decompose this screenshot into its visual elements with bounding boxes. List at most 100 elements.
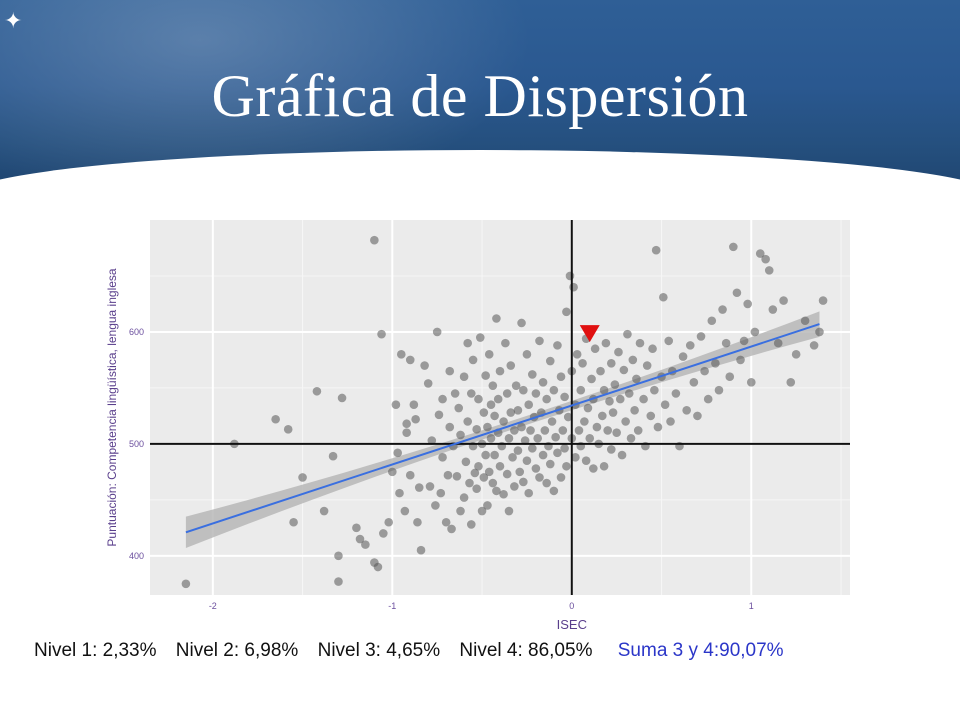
data-point <box>596 366 605 376</box>
data-point <box>589 464 598 473</box>
data-point <box>416 545 426 555</box>
star-icon: ✦ <box>4 8 23 33</box>
data-point <box>538 450 548 460</box>
data-point <box>540 426 550 435</box>
data-point <box>405 355 415 365</box>
data-point <box>628 355 638 365</box>
data-point <box>377 329 386 339</box>
data-point <box>571 453 580 462</box>
data-point <box>693 411 702 421</box>
data-point <box>520 436 530 445</box>
data-point <box>563 412 573 422</box>
data-point <box>271 414 280 424</box>
x-tick-label: -1 <box>388 601 396 611</box>
data-point <box>409 400 419 410</box>
data-point <box>624 389 634 398</box>
data-point <box>800 316 810 326</box>
data-point <box>651 245 661 255</box>
data-point <box>524 400 534 410</box>
data-point <box>502 469 512 479</box>
data-point <box>685 341 695 350</box>
data-point <box>562 461 571 471</box>
data-point <box>572 350 582 359</box>
data-point <box>732 288 742 298</box>
data-point <box>466 389 476 398</box>
data-point <box>411 414 420 424</box>
data-point <box>334 551 343 561</box>
data-point <box>682 405 691 415</box>
data-point <box>438 394 447 404</box>
data-point <box>475 333 485 342</box>
data-point <box>809 341 819 350</box>
x-tick-label: 0 <box>569 601 574 611</box>
data-point <box>725 372 735 382</box>
data-point <box>456 506 465 516</box>
data-point <box>504 433 514 443</box>
slide-title: Gráfica de Dispersión <box>211 63 749 129</box>
data-point <box>565 271 575 281</box>
data-point <box>334 577 343 586</box>
data-point <box>493 394 503 404</box>
data-point <box>289 517 298 527</box>
data-point <box>632 374 641 384</box>
y-tick-label: 500 <box>129 439 144 449</box>
data-point <box>468 355 478 365</box>
data-point <box>626 433 636 443</box>
data-point <box>578 358 587 368</box>
data-point <box>504 506 514 516</box>
data-point <box>298 473 307 482</box>
data-point <box>547 417 557 426</box>
data-point <box>633 426 643 435</box>
data-point <box>436 488 446 498</box>
x-tick-label: -2 <box>209 601 217 611</box>
highlight-marker <box>579 325 600 343</box>
x-tick-label: 1 <box>749 601 754 611</box>
data-point <box>761 254 770 264</box>
data-point <box>477 506 487 516</box>
data-point <box>581 456 591 465</box>
data-point <box>391 400 401 410</box>
data-point <box>432 327 442 337</box>
data-point <box>601 338 611 348</box>
data-point <box>528 370 537 379</box>
data-point <box>610 380 620 389</box>
data-point <box>492 314 501 323</box>
data-point <box>522 456 532 465</box>
data-point <box>560 444 569 453</box>
data-point <box>585 433 595 443</box>
data-point <box>768 305 778 314</box>
data-point <box>786 378 796 387</box>
data-point <box>405 470 415 480</box>
data-point <box>423 379 433 388</box>
data-point <box>606 445 616 454</box>
y-tick-label: 400 <box>129 551 144 561</box>
confidence-band <box>185 311 820 548</box>
data-point <box>549 385 559 395</box>
data-point <box>614 347 623 357</box>
data-point <box>483 422 492 432</box>
data-point <box>639 394 648 404</box>
data-point <box>427 436 437 445</box>
data-point <box>605 397 614 406</box>
data-point <box>535 473 544 482</box>
data-point <box>599 385 609 395</box>
data-point <box>739 336 749 346</box>
data-point <box>666 417 675 426</box>
data-point <box>522 350 532 359</box>
data-point <box>425 482 435 491</box>
data-point <box>454 403 464 413</box>
data-point <box>337 393 347 403</box>
data-point <box>420 361 429 370</box>
data-point <box>526 426 535 435</box>
regression-line <box>185 323 820 534</box>
data-point <box>696 332 706 341</box>
data-point <box>617 450 627 460</box>
data-point <box>463 338 472 348</box>
data-point <box>531 389 541 398</box>
data-point <box>576 385 586 395</box>
data-point <box>456 430 465 440</box>
data-point <box>352 523 361 533</box>
data-point <box>396 350 406 359</box>
data-point <box>779 296 788 305</box>
data-point <box>486 433 496 443</box>
